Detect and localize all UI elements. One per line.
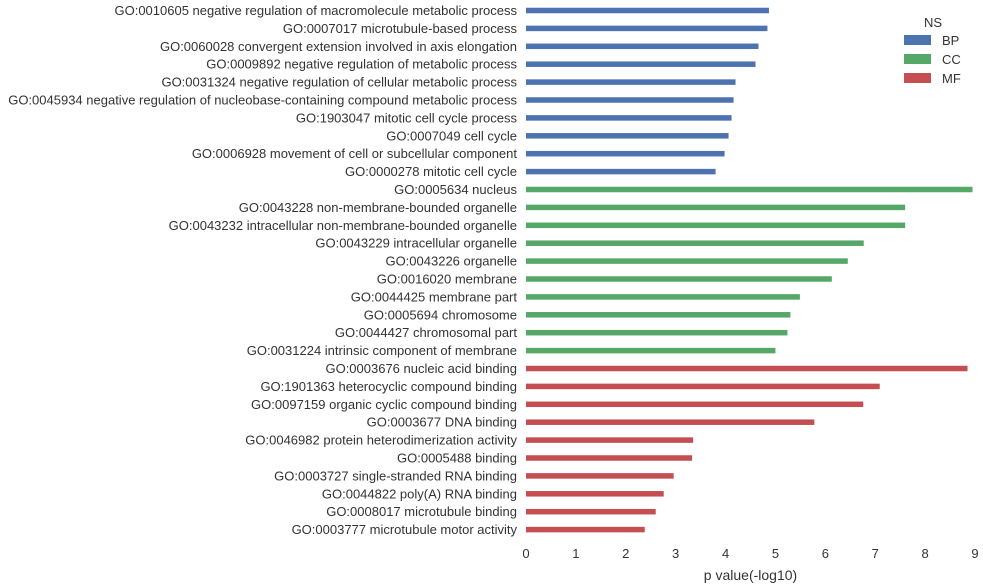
x-tick-label: 8 — [921, 546, 928, 561]
category-label: GO:0046982 protein heterodimerization ac… — [245, 433, 517, 448]
category-label: GO:0003676 nucleic acid binding — [325, 361, 517, 376]
legend-label-mf: MF — [942, 71, 961, 86]
bar-bp — [526, 150, 725, 157]
x-tick-label: 4 — [722, 546, 729, 561]
bar-cc — [526, 186, 973, 193]
bar-cc — [526, 222, 906, 229]
bar-mf — [526, 455, 693, 461]
category-label: GO:0005634 nucleus — [394, 182, 517, 197]
category-label: GO:0000278 mitotic cell cycle — [345, 164, 517, 179]
bar-bp — [526, 97, 734, 103]
category-label: GO:0007017 microtubule-based process — [283, 21, 518, 36]
category-label: GO:0007049 cell cycle — [386, 128, 517, 143]
bar-cc — [526, 240, 864, 246]
legend-title: NS — [924, 15, 942, 30]
bar-bp — [526, 115, 732, 121]
bar-bp — [526, 61, 756, 67]
x-tick-label: 5 — [772, 546, 779, 561]
category-label: GO:0044427 chromosomal part — [335, 325, 517, 340]
bar-mf — [526, 365, 968, 372]
category-label: GO:0003677 DNA binding — [367, 415, 517, 430]
category-label: GO:0006928 movement of cell or subcellul… — [192, 146, 518, 161]
legend-label-cc: CC — [942, 52, 961, 67]
legend-swatch-cc — [904, 54, 931, 64]
bar-bp — [526, 133, 729, 139]
category-label: GO:0043226 organelle — [385, 254, 517, 269]
category-label: GO:0009892 negative regulation of metabo… — [206, 57, 517, 72]
bar-cc — [526, 294, 800, 300]
bar-cc — [526, 312, 791, 318]
bar-cc — [526, 276, 832, 282]
category-label: GO:0003727 single-stranded RNA binding — [274, 468, 517, 483]
category-label: GO:0005694 chromosome — [364, 307, 517, 322]
category-label: GO:0097159 organic cyclic compound bindi… — [251, 397, 517, 412]
x-tick-label: 1 — [572, 546, 579, 561]
legend-label-bp: BP — [942, 33, 959, 48]
category-label: GO:0016020 membrane — [377, 272, 517, 287]
category-label: GO:0060028 convergent extension involved… — [160, 39, 517, 54]
bar-cc — [526, 204, 906, 211]
category-label: GO:0003777 microtubule motor activity — [292, 522, 518, 537]
category-label: GO:0045934 negative regulation of nucleo… — [8, 93, 517, 108]
x-tick-label: 3 — [672, 546, 679, 561]
bar-cc — [526, 258, 848, 264]
category-label: GO:0043229 intracellular organelle — [315, 236, 517, 251]
bar-bp — [526, 43, 759, 50]
x-axis-title: p value(-log10) — [704, 567, 797, 583]
bar-mf — [526, 508, 656, 515]
category-labels: GO:0010605 negative regulation of macrom… — [8, 3, 517, 537]
category-label: GO:0044425 membrane part — [351, 289, 518, 304]
bar-bp — [526, 168, 716, 175]
category-label: GO:1901363 heterocyclic compound binding — [260, 379, 517, 394]
category-label: GO:0005488 binding — [397, 451, 517, 466]
x-tick-label: 7 — [872, 546, 879, 561]
bar-mf — [526, 383, 880, 390]
bars-layer — [526, 7, 973, 533]
bar-mf — [526, 473, 674, 479]
bar-mf — [526, 526, 645, 533]
x-tick-label: 9 — [971, 546, 978, 561]
bar-mf — [526, 437, 694, 443]
legend-swatch-bp — [904, 35, 931, 45]
category-label: GO:0031324 negative regulation of cellul… — [161, 75, 517, 90]
category-label: GO:0044822 poly(A) RNA binding — [322, 486, 517, 501]
bar-cc — [526, 347, 776, 354]
bar-cc — [526, 329, 788, 336]
bar-bp — [526, 7, 769, 14]
x-tick-label: 6 — [822, 546, 829, 561]
category-label: GO:0010605 negative regulation of macrom… — [114, 3, 517, 18]
category-label: GO:1903047 mitotic cell cycle process — [296, 110, 518, 125]
bar-bp — [526, 25, 768, 32]
x-axis: p value(-log10) 0 1 2 3 4 5 6 7 8 9 — [522, 546, 978, 583]
x-tick-label: 0 — [522, 546, 529, 561]
bar-bp — [526, 79, 736, 85]
category-label: GO:0043228 non-membrane-bounded organell… — [239, 200, 517, 215]
category-label: GO:0031224 intrinsic component of membra… — [247, 343, 517, 358]
bar-mf — [526, 419, 815, 425]
x-tick-label: 2 — [622, 546, 629, 561]
category-label: GO:0043232 intracellular non-membrane-bo… — [169, 218, 517, 233]
bar-mf — [526, 401, 864, 408]
category-label: GO:0008017 microtubule binding — [326, 504, 517, 519]
legend: NS BP CC MF — [904, 15, 961, 86]
bar-mf — [526, 491, 664, 497]
legend-swatch-mf — [904, 73, 931, 83]
